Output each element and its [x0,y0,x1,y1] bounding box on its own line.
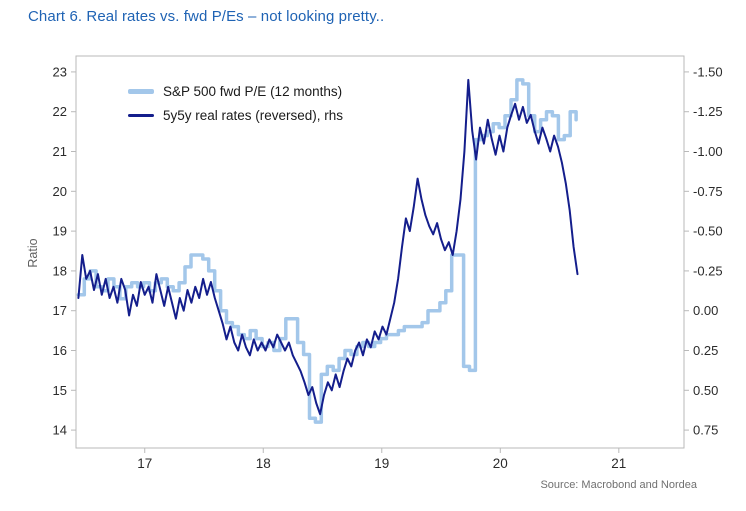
x-axis-tick-label: 18 [256,456,271,471]
right-axis-tick-label: 0.50 [693,383,718,398]
left-axis-tick-label: 20 [53,184,67,199]
right-axis-tick-label: 0.25 [693,343,718,358]
right-axis-tick-label: 0.00 [693,303,718,318]
x-axis-tick-label: 17 [137,456,152,471]
plot-frame [75,55,685,449]
spx-fwd-pe-swatch [128,89,154,94]
x-axis-tick-label: 20 [493,456,508,471]
left-axis-tick-label: 23 [53,64,67,79]
right-axis-tick-label: -0.25 [693,263,723,278]
left-axis-tick-label: 22 [53,104,67,119]
legend-label-real-rates: 5y5y real rates (reversed), rhs [163,108,344,123]
left-axis-tick-label: 17 [53,303,67,318]
right-axis-tick-label: -1.50 [693,64,723,79]
source-note: Source: Macrobond and Nordea [540,479,697,491]
spx-fwd-pe-line [76,78,578,424]
right-axis-tick-label: -1.00 [693,144,723,159]
y-axis-label: Ratio [26,238,40,268]
right-axis-tick-label: -0.75 [693,184,723,199]
right-axis-tick-label: 0.75 [693,423,718,438]
x-axis-tick-label: 21 [611,456,626,471]
left-axis-tick-label: 14 [53,423,67,438]
right-axis-tick-label: -1.25 [693,104,723,119]
real-rates-line [77,78,579,416]
legend-item-real-rates: 5y5y real rates (reversed), rhs [128,108,343,123]
real-rates-swatch [128,113,154,118]
left-axis-tick-label: 21 [53,144,67,159]
right-axis-tick-label: -0.50 [693,224,723,239]
legend-item-spx-fwd-pe: S&P 500 fwd P/E (12 months) [128,84,343,99]
left-axis-tick-label: 16 [53,343,67,358]
chart-legend: S&P 500 fwd P/E (12 months) 5y5y real ra… [128,84,343,123]
legend-label-spx-fwd-pe: S&P 500 fwd P/E (12 months) [163,84,343,99]
left-axis-tick-label: 19 [53,224,67,239]
left-axis-tick-label: 18 [53,263,67,278]
left-axis-tick-label: 15 [53,383,67,398]
chart-title: Chart 6. Real rates vs. fwd P/Es – not l… [28,8,385,25]
x-axis-tick-label: 19 [374,456,389,471]
